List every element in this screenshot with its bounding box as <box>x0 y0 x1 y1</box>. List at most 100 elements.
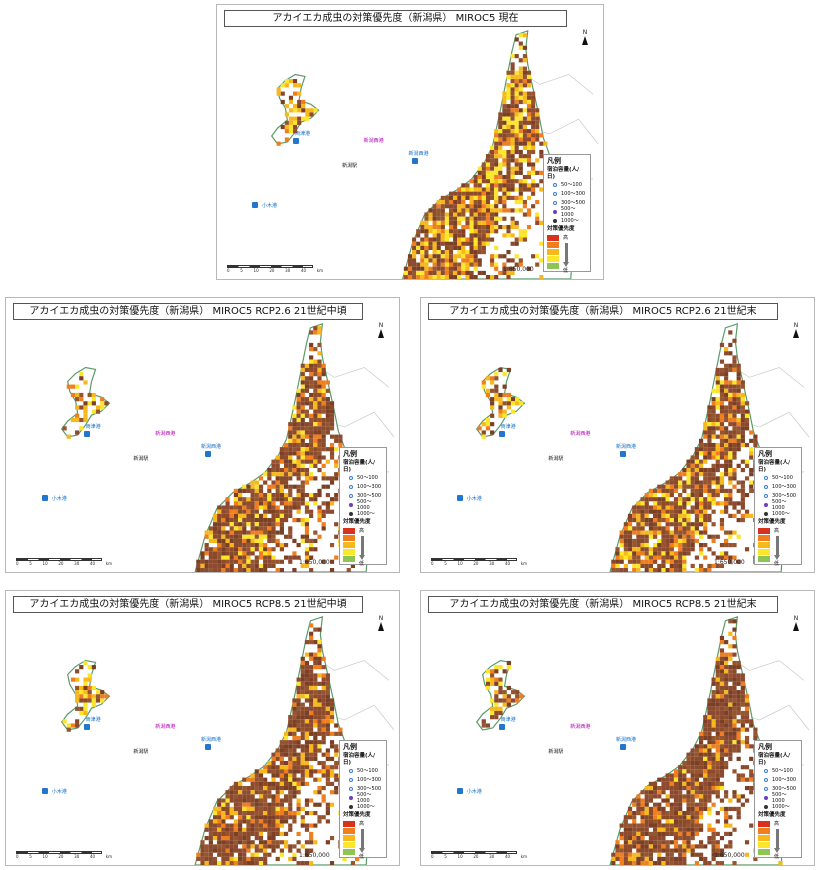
priority-cell <box>288 463 293 468</box>
priority-cell <box>325 422 330 427</box>
priority-cell <box>284 124 289 130</box>
priority-cell <box>271 513 276 518</box>
priority-cell <box>749 723 754 728</box>
priority-cell <box>254 559 259 564</box>
priority-cell <box>263 848 268 853</box>
priority-cell <box>715 715 720 720</box>
priority-cell <box>715 476 720 481</box>
priority-cell <box>510 166 515 171</box>
priority-cell <box>242 848 247 853</box>
priority-cell <box>461 183 466 188</box>
priority-cell <box>669 827 674 832</box>
priority-cell <box>233 568 239 572</box>
priority-cell <box>744 413 750 418</box>
priority-cell <box>481 719 486 724</box>
scale-tick: 10 <box>457 561 463 566</box>
priority-cell <box>518 183 523 188</box>
priority-cell <box>469 220 474 225</box>
priority-cell <box>494 183 499 188</box>
priority-cell <box>75 698 80 703</box>
priority-cell <box>309 635 314 641</box>
priority-cell <box>91 392 96 398</box>
priority-cell <box>736 409 741 414</box>
priority-cell <box>212 806 218 811</box>
priority-cell <box>719 781 725 786</box>
priority-cell <box>212 831 218 837</box>
priority-cell <box>293 120 298 125</box>
priority-cell <box>309 810 314 816</box>
capacity-item: 1000～ <box>343 509 383 518</box>
priority-cell <box>313 802 318 807</box>
priority-swatch <box>343 549 355 556</box>
priority-cell <box>238 534 243 539</box>
priority-cell <box>485 179 491 184</box>
priority-cell <box>715 455 720 460</box>
priority-cell <box>263 501 268 506</box>
priority-cell <box>636 861 641 865</box>
priority-cell <box>473 216 478 221</box>
priority-cell <box>719 413 725 418</box>
priority-cell <box>304 740 310 745</box>
capacity-dot-icon <box>553 191 557 196</box>
priority-cell <box>640 538 645 544</box>
priority-cell <box>719 417 725 423</box>
priority-cell <box>288 116 294 121</box>
priority-cell <box>749 467 754 473</box>
priority-cell <box>707 497 712 502</box>
priority-cell <box>317 363 322 368</box>
priority-cell <box>217 827 222 832</box>
priority-cell <box>732 447 737 452</box>
priority-cell <box>242 819 247 824</box>
priority-cell <box>212 526 218 531</box>
priority-cell <box>531 162 536 167</box>
priority-cell <box>514 170 519 175</box>
priority-cell <box>707 438 712 443</box>
priority-low-label: 低 <box>774 561 780 568</box>
priority-cell <box>469 245 474 251</box>
priority-cell <box>329 773 335 778</box>
niigata-station-label: 新潟駅 <box>133 455 149 462</box>
priority-cell <box>309 401 314 406</box>
priority-cell <box>728 459 733 464</box>
priority-cell <box>703 861 708 865</box>
priority-cell <box>300 563 305 569</box>
priority-cell <box>498 409 503 414</box>
priority-cell <box>665 781 670 786</box>
priority-cell <box>715 660 720 666</box>
priority-cell <box>526 141 532 146</box>
priority-cell <box>522 70 527 75</box>
priority-cell <box>321 710 326 716</box>
priority-cell <box>293 129 298 134</box>
priority-cell <box>502 129 507 134</box>
priority-cell <box>736 710 741 716</box>
priority-cell <box>242 810 247 816</box>
priority-cell <box>715 681 720 686</box>
priority-cell <box>732 790 737 795</box>
priority-cell <box>703 773 708 778</box>
priority-cell <box>233 559 239 564</box>
priority-cell <box>640 522 645 527</box>
priority-cell <box>669 815 674 820</box>
priority-cell <box>526 120 532 125</box>
priority-cell <box>238 794 243 799</box>
priority-cell <box>644 538 649 544</box>
priority-cell <box>424 233 429 238</box>
priority-cell <box>665 501 670 506</box>
priority-cell <box>494 216 499 221</box>
priority-cell <box>698 438 704 443</box>
priority-cell <box>238 522 243 527</box>
priority-cell <box>296 715 301 720</box>
priority-cell <box>719 836 725 841</box>
priority-cell <box>627 555 633 560</box>
priority-cell <box>440 212 445 217</box>
priority-cell <box>648 555 654 560</box>
priority-cell <box>494 162 499 167</box>
priority-cell <box>208 827 213 832</box>
priority-cell <box>665 526 670 531</box>
priority-cell <box>300 459 305 464</box>
priority-cell <box>258 831 264 837</box>
priority-cell <box>279 497 284 502</box>
priority-cell <box>640 559 645 564</box>
priority-cell <box>275 517 280 523</box>
priority-cell <box>246 543 251 548</box>
